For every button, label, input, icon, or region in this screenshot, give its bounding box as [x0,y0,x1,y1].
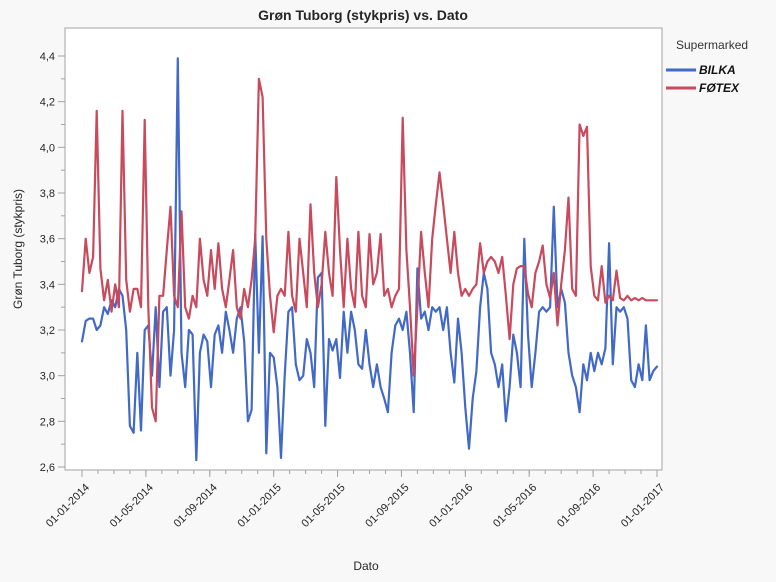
y-tick-label: 4,4 [40,51,55,63]
series-line-føtex [80,77,659,423]
series-lines [80,57,659,462]
legend-label-bilka: BILKA [699,63,736,77]
x-tick-label: 01-01-2016 [427,482,475,530]
y-tick-label: 3,2 [40,325,55,337]
y-tick-label: 2,6 [40,462,55,474]
y-tick-label: 3,4 [40,279,55,291]
x-tick-label: 01-09-2015 [363,482,411,530]
plot-area [64,27,663,471]
x-tick-label: 01-05-2016 [491,482,539,530]
y-axis-label: Grøn Tuborg (stykpris) [11,189,25,309]
legend-title: Supermarked [676,38,748,52]
x-tick-label: 01-05-2015 [299,482,347,530]
y-tick-label: 4,2 [40,97,55,109]
x-axis-label: Dato [353,559,379,573]
x-tick-label: 01-09-2016 [555,482,603,530]
y-tick-label: 3,0 [40,371,55,383]
x-tick-label: 01-01-2017 [619,482,667,530]
legend: Supermarked BILKA FØTEX [666,38,748,95]
chart-title: Grøn Tuborg (stykpris) vs. Dato [258,7,468,23]
legend-label-fotex: FØTEX [699,81,740,95]
y-tick-label: 4,0 [40,142,55,154]
y-tick-label: 3,6 [40,234,55,246]
y-tick-label: 2,8 [40,416,55,428]
x-tick-label: 01-01-2014 [44,482,92,530]
y-tick-label: 3,8 [40,188,55,200]
x-tick-label: 01-05-2014 [108,482,156,530]
x-tick-label: 01-01-2015 [236,482,284,530]
x-tick-label: 01-09-2014 [172,482,220,530]
axis-ticks [58,55,658,477]
